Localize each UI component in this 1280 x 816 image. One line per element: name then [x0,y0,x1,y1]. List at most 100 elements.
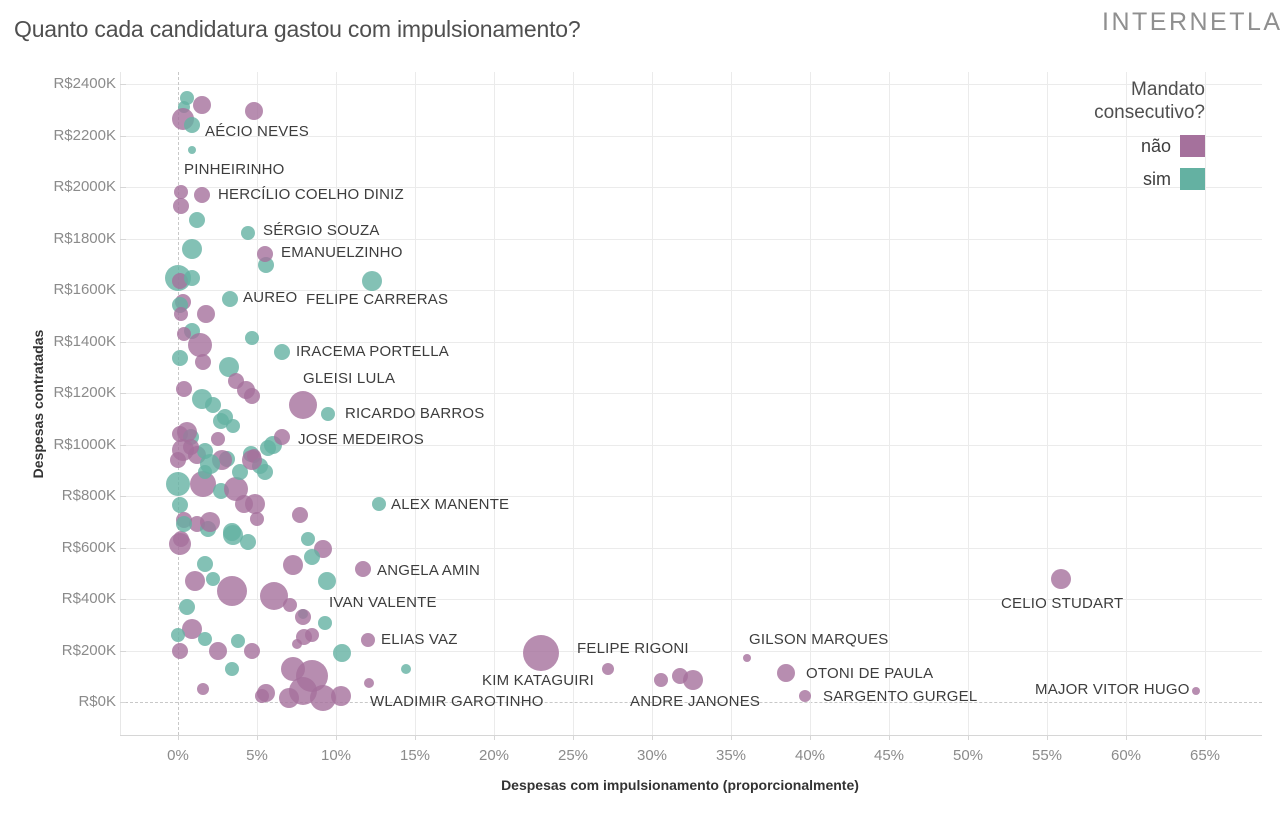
scatter-point-gleisi-lula[interactable] [288,390,317,419]
scatter-point[interactable] [283,554,304,575]
scatter-point-jose-medeiros[interactable] [274,428,291,445]
scatter-point-wladimir-garotinho[interactable] [330,685,351,706]
scatter-point[interactable] [168,533,191,556]
scatter-point[interactable] [171,627,185,642]
scatter-point[interactable] [231,634,246,649]
scatter-point[interactable] [204,396,221,413]
scatter-point[interactable] [317,616,332,631]
scatter-point[interactable] [683,669,704,690]
scatter-point[interactable] [196,556,213,573]
scatter-point[interactable] [197,631,212,646]
scatter-point-emanuelzinho[interactable] [256,245,273,262]
scatter-point[interactable] [205,572,220,587]
scatter-point[interactable] [364,677,375,688]
scatter-point-herc-lio-coelho-diniz[interactable] [193,186,210,203]
x-tick-label: 30% [636,747,668,764]
scatter-point[interactable] [174,307,189,322]
legend-swatch-nao[interactable] [1180,135,1205,157]
scatter-point-ivan-valente[interactable] [317,571,336,590]
scatter-point-angela-amin[interactable] [354,561,371,578]
scatter-point-andre-janones[interactable] [654,673,669,688]
scatter-point-kim-kataguiri[interactable] [601,663,614,676]
scatter-point-major-vitor-hugo[interactable] [1191,687,1200,696]
gridline-y-1400 [120,341,1262,343]
scatter-point[interactable] [217,409,234,426]
scatter-point-celio-studart[interactable] [1051,568,1072,589]
gridline-x-15 [415,72,416,735]
scatter-point-aureo[interactable] [222,290,239,307]
scatter-point[interactable] [173,198,190,215]
scatter-point-otoni-de-paula[interactable] [777,664,796,683]
scatter-point-felipe-rigoni[interactable] [523,635,560,672]
scatter-point[interactable] [245,494,266,515]
scatter-point[interactable] [182,238,203,259]
scatter-point-a-cio-neves[interactable] [244,102,263,121]
scatter-point-gilson-marques[interactable] [742,654,751,663]
scatter-point[interactable] [199,511,220,532]
scatter-point-ricardo-barros[interactable] [321,407,336,422]
scatter-point[interactable] [182,618,203,639]
scatter-point[interactable] [210,431,225,446]
scatter-point[interactable] [256,463,273,480]
scatter-point[interactable] [260,440,277,457]
scatter-point[interactable] [197,464,212,479]
scatter-point[interactable] [171,350,188,367]
scatter-point[interactable] [176,516,193,533]
scatter-point[interactable] [179,598,196,615]
scatter-point[interactable] [184,117,201,134]
scatter-point[interactable] [257,684,276,703]
scatter-point[interactable] [239,533,256,550]
scatter-point[interactable] [244,387,261,404]
scatter-point[interactable] [231,463,248,480]
scatter-point[interactable] [300,531,315,546]
scatter-point[interactable] [195,354,212,371]
scatter-point[interactable] [197,682,210,695]
scatter-point[interactable] [242,449,263,470]
legend-swatch-sim[interactable] [1180,168,1205,190]
scatter-point[interactable] [250,511,264,526]
scatter-point[interactable] [244,643,261,660]
legend-item-sim[interactable]: sim [1060,168,1205,190]
scatter-point[interactable] [188,332,213,357]
y-tick-label: R$1000K [53,435,116,453]
scatter-point[interactable] [245,330,260,345]
scatter-point[interactable] [188,212,205,229]
scatter-point-alex-manente[interactable] [371,496,386,511]
scatter-point[interactable] [278,688,299,709]
scatter-point[interactable] [333,643,352,662]
scatter-point[interactable] [184,270,201,287]
scatter-point[interactable] [185,571,206,592]
legend-item-nao[interactable]: não [1060,135,1205,157]
scatter-point[interactable] [283,597,298,612]
scatter-point[interactable] [304,548,321,565]
scatter-point[interactable] [400,663,411,674]
scatter-point[interactable] [171,438,194,461]
scatter-point[interactable] [294,608,311,625]
scatter-point[interactable] [176,381,193,398]
scatter-point-sargento-gurgel[interactable] [799,689,812,702]
scatter-point[interactable] [188,145,197,154]
scatter-point-pinheirinho[interactable] [174,184,189,199]
scatter-point[interactable] [177,421,198,442]
y-tick-label: R$400K [61,590,116,607]
scatter-point[interactable] [291,638,302,649]
scatter-point[interactable] [171,272,188,289]
scatter-point[interactable] [192,95,211,114]
scatter-point-elias-vaz[interactable] [360,633,375,648]
scatter-point[interactable] [197,305,216,324]
scatter-point-felipe-carreras[interactable] [362,270,383,291]
scatter-point-iracema-portella[interactable] [274,343,291,360]
scatter-point[interactable] [171,496,188,513]
scatter-point[interactable] [171,643,188,660]
point-label: ELIAS VAZ [381,631,458,648]
scatter-point[interactable] [222,522,241,541]
scatter-point[interactable] [177,326,192,341]
scatter-point[interactable] [224,662,239,677]
scatter-point-s-rgio-souza[interactable] [240,225,255,240]
scatter-point[interactable] [218,357,239,378]
scatter-point[interactable] [216,576,247,607]
scatter-point[interactable] [291,506,308,523]
gridline-y-2000 [120,187,1262,188]
scatter-point[interactable] [208,642,227,661]
scatter-point[interactable] [166,471,190,496]
